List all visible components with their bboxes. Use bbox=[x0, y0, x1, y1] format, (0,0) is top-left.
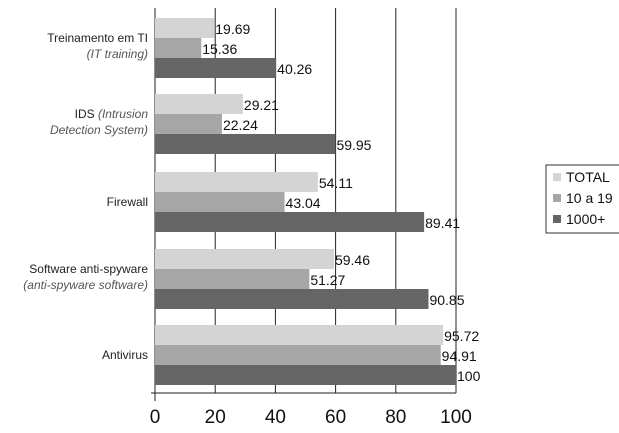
data-label: 59.46 bbox=[335, 252, 370, 268]
data-label: 54.11 bbox=[319, 175, 353, 191]
data-label: 29.21 bbox=[244, 97, 279, 113]
bar bbox=[155, 38, 202, 58]
category-label: Firewall bbox=[107, 195, 148, 209]
x-tick-label: 60 bbox=[325, 407, 346, 428]
bar bbox=[155, 345, 441, 365]
data-label: 89.41 bbox=[425, 215, 460, 231]
legend-swatch bbox=[553, 173, 561, 181]
legend-label: 1000+ bbox=[566, 211, 605, 227]
bar bbox=[155, 192, 285, 212]
legend-label: 10 a 19 bbox=[566, 190, 613, 206]
data-label: 100 bbox=[457, 368, 481, 384]
data-label: 94.91 bbox=[442, 348, 477, 364]
legend: TOTAL 10 a 19 1000+ bbox=[545, 164, 619, 234]
x-tick-label: 0 bbox=[150, 407, 161, 428]
legend-label: TOTAL bbox=[566, 169, 610, 185]
data-label: 22.24 bbox=[223, 117, 258, 133]
data-label: 95.72 bbox=[444, 328, 479, 344]
data-label: 15.36 bbox=[202, 41, 237, 57]
data-label: 43.04 bbox=[286, 195, 321, 211]
data-label: 40.26 bbox=[277, 61, 312, 77]
bar bbox=[155, 365, 456, 385]
legend-swatch bbox=[553, 215, 561, 223]
category-label-part: IDS bbox=[75, 107, 98, 121]
bar bbox=[155, 172, 318, 192]
data-label: 19.69 bbox=[215, 21, 250, 37]
bar bbox=[155, 58, 277, 78]
x-tick-label: 100 bbox=[440, 407, 472, 428]
bar bbox=[155, 18, 215, 38]
category-label: IDS (Intrusion bbox=[75, 107, 149, 121]
x-tick-label: 80 bbox=[385, 407, 406, 428]
category-labels: Treinamento em TI (IT training) IDS (Intru… bbox=[23, 31, 148, 362]
bar bbox=[155, 212, 425, 232]
x-tick-label: 40 bbox=[265, 407, 286, 428]
category-sublabel: (anti-spyware software) bbox=[23, 278, 148, 292]
bar bbox=[155, 249, 334, 269]
category-label-italic: (Intrusion bbox=[98, 107, 148, 121]
data-label: 59.95 bbox=[336, 137, 371, 153]
x-tick-label: 20 bbox=[205, 407, 226, 428]
legend-swatch bbox=[553, 194, 561, 202]
bar bbox=[155, 325, 444, 345]
bar bbox=[155, 94, 243, 114]
category-label: Software anti-spyware bbox=[29, 262, 148, 276]
data-label: 90.85 bbox=[429, 292, 464, 308]
category-label: Treinamento em TI bbox=[47, 31, 148, 45]
category-sublabel: (IT training) bbox=[87, 47, 148, 61]
bar bbox=[155, 269, 310, 289]
category-sublabel: Detection System) bbox=[50, 123, 148, 137]
bar bbox=[155, 134, 336, 154]
bar bbox=[155, 289, 429, 309]
x-axis-ticks: 0 20 40 60 80 100 bbox=[150, 407, 472, 428]
category-label: Antivirus bbox=[102, 348, 148, 362]
bar bbox=[155, 114, 222, 134]
bars: 19.69 15.36 40.26 29.21 22.24 59.95 54.11 43.04… bbox=[155, 18, 481, 385]
data-label: 51.27 bbox=[310, 272, 345, 288]
